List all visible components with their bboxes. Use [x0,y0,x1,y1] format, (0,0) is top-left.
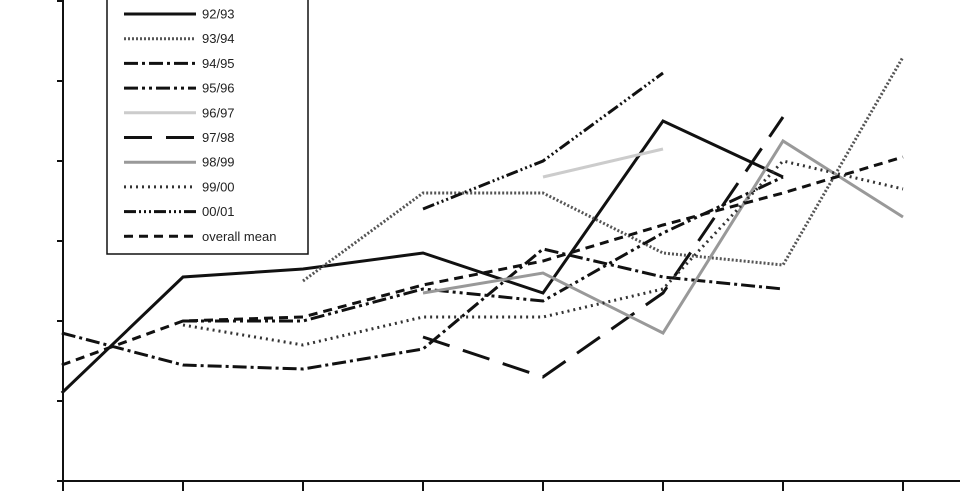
legend-label: 95/96 [202,81,235,96]
series-line-9 [422,71,664,211]
legend-label: 93/94 [202,31,235,46]
series-line-3 [61,247,784,371]
legend-label: 92/93 [202,7,235,22]
series-line-7 [422,138,904,335]
legend-label: 94/95 [202,56,235,71]
series-line-4 [183,175,784,323]
legend-label: 98/99 [202,155,235,170]
series-line-2 [302,56,905,283]
legend: 92/93 93/94 94/95 95/96 96/97 97/98 98/99 99/00… [106,0,309,255]
legend-label: 99/00 [202,179,235,194]
series-line-10 [61,155,904,367]
legend-label: 96/97 [202,105,235,120]
series-line-1 [60,119,784,395]
series-line-8 [182,159,904,347]
axes [57,0,960,491]
legend-label: overall mean [202,229,276,244]
legend-label: 97/98 [202,130,235,145]
series-line-6 [422,116,785,379]
series-line-5 [542,147,664,179]
series-lines [60,56,905,395]
legend-label: 00/01 [202,204,235,219]
